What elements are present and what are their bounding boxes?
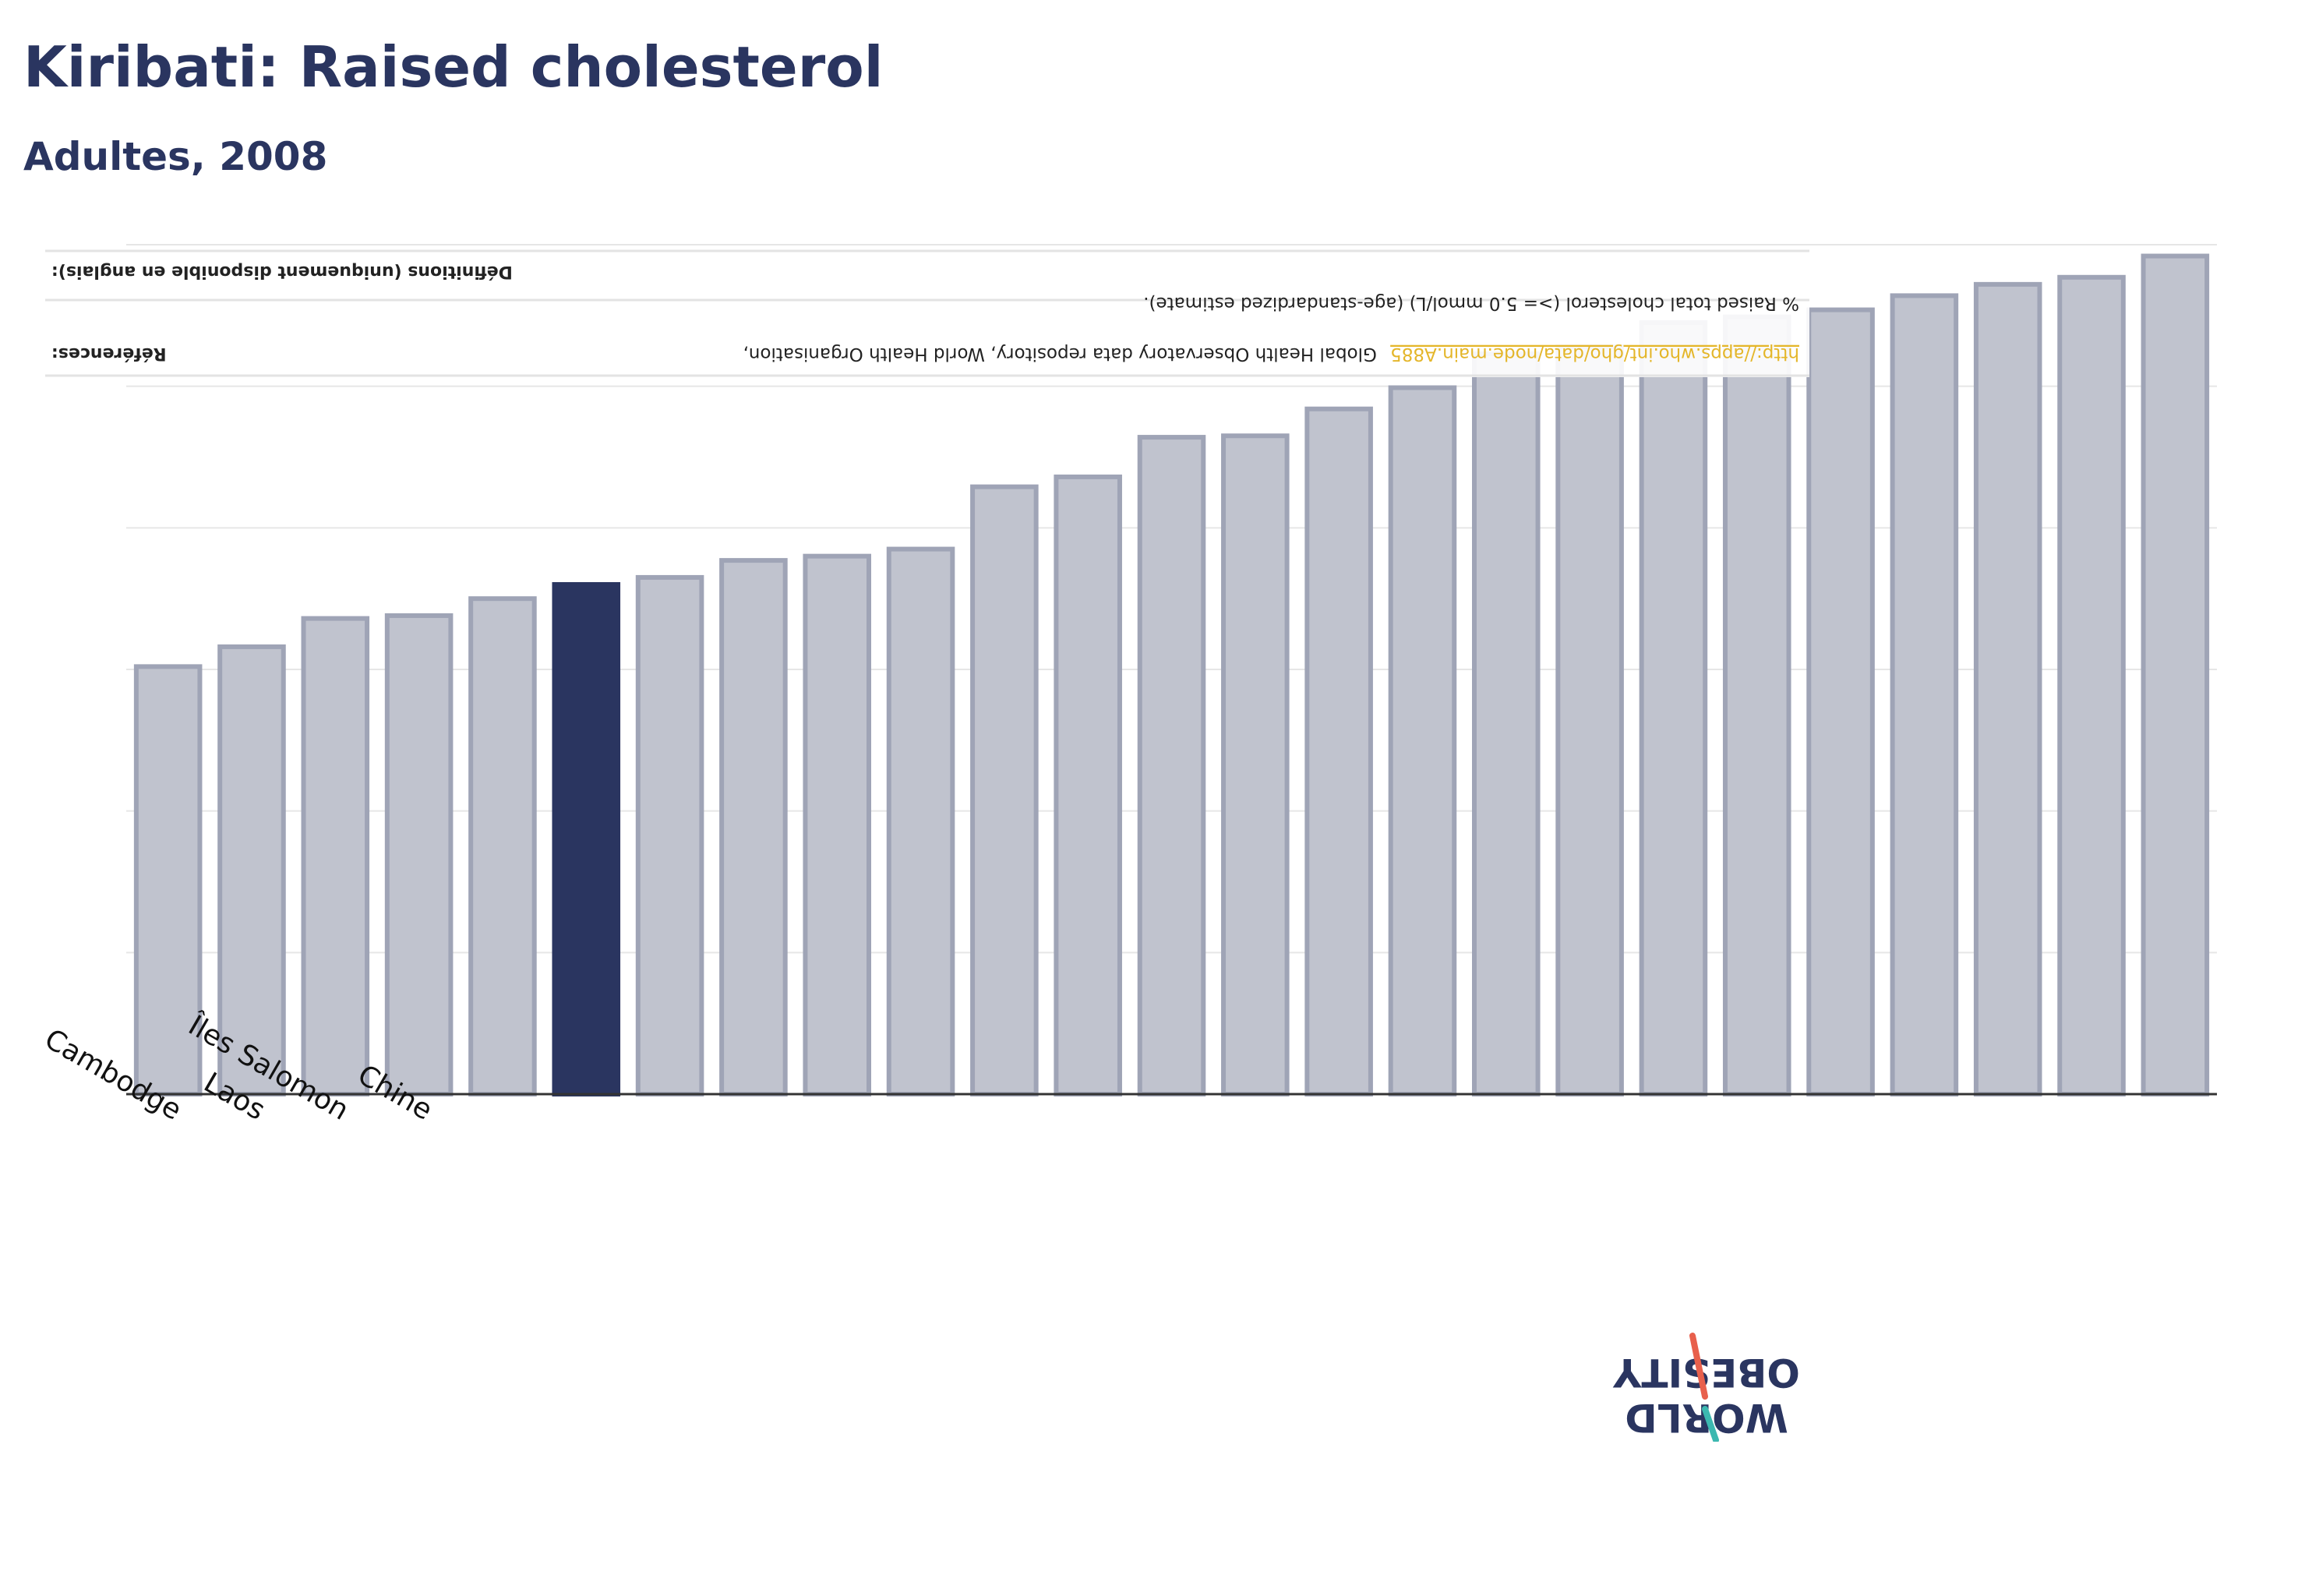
bar <box>1806 307 1875 1097</box>
bar <box>1221 433 1290 1096</box>
bars <box>133 253 2210 1097</box>
bar-highlighted <box>552 582 621 1096</box>
notes-references-link[interactable]: http://apps.who.int/gho/data/node.main.A… <box>1390 344 1799 364</box>
bar <box>384 613 454 1096</box>
bar <box>301 616 370 1096</box>
bar <box>970 484 1039 1096</box>
bar <box>1388 385 1457 1096</box>
logo-slash-top <box>1702 1406 1719 1442</box>
bar <box>2057 274 2126 1096</box>
bar <box>1304 406 1373 1096</box>
notes-panel: Références: http://apps.who.int/gho/data… <box>45 249 1809 377</box>
bar <box>1973 281 2042 1096</box>
chart-title: Kiribati: Raised cholesterol <box>23 34 884 100</box>
bar <box>1471 351 1541 1096</box>
bar <box>1555 344 1624 1096</box>
bar <box>803 553 872 1096</box>
notes-definitions-label: Définitions (uniquement disponible en an… <box>51 262 513 281</box>
bar <box>719 558 788 1096</box>
notes-references-label: Références: <box>51 344 167 363</box>
bar <box>635 574 704 1096</box>
bar <box>886 546 955 1096</box>
bar <box>1722 314 1791 1096</box>
bar <box>133 664 203 1096</box>
notes-references-text: http://apps.who.int/gho/data/node.main.A… <box>743 344 1800 364</box>
bar <box>2141 253 2210 1096</box>
world-obesity-logo: WORLD OBESITY <box>1612 1333 1800 1442</box>
chart-subtitle: Adultes, 2008 <box>23 134 328 179</box>
notes-definitions-text: % Raised total cholesterol (>= 5.0 mmol/… <box>1143 293 1799 313</box>
bar <box>1890 293 1959 1096</box>
notes-panel-background <box>45 251 1809 377</box>
bar <box>1639 320 1708 1096</box>
logo-slash-bottom <box>1689 1333 1708 1400</box>
bar <box>1054 474 1122 1096</box>
notes-references-source: Global Health Observatory data repositor… <box>743 344 1377 364</box>
bar <box>1137 435 1206 1096</box>
bar <box>468 596 537 1096</box>
bar <box>217 644 286 1096</box>
